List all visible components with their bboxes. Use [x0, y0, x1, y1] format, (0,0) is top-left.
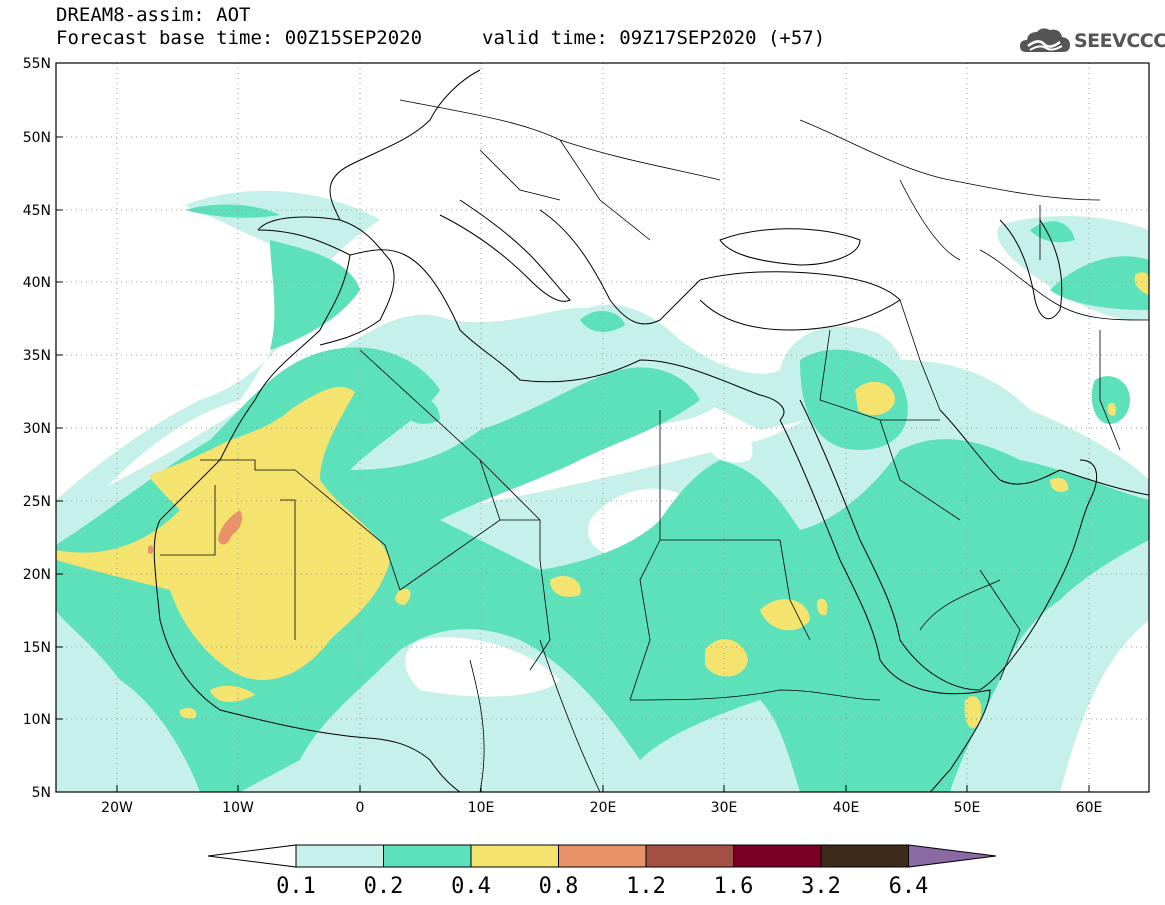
lon-label-10e: 10E [468, 800, 495, 816]
grid-lines [56, 63, 1149, 792]
colorbar-bin-0 [295, 844, 384, 868]
lat-label-30n: 30N [23, 421, 51, 437]
colorbar-bin-3 [558, 844, 647, 868]
lat-label-40n: 40N [23, 275, 51, 291]
lon-label-50e: 50E [954, 800, 981, 816]
lon-label-10w: 10W [222, 800, 254, 816]
cloud-icon [1020, 28, 1070, 52]
colorbar-label-4: 1.2 [626, 874, 666, 899]
lat-label-50n: 50N [23, 130, 51, 146]
colorbar-label-7: 6.4 [889, 874, 929, 899]
colorbar-bin-6 [820, 844, 909, 868]
lon-axis: 20W 10W 0 10E 20E 30E 40E 50E 60E [101, 800, 1102, 816]
lon-label-60e: 60E [1076, 800, 1103, 816]
colorbar-labels: 0.1 0.2 0.4 0.8 1.2 1.6 3.2 6.4 [276, 874, 928, 899]
lon-label-30e: 30E [711, 800, 738, 816]
colorbar-arrow-high [908, 844, 997, 868]
borders [160, 99, 1149, 792]
colorbar-label-6: 3.2 [801, 874, 841, 899]
map-title: DREAM8-assim: AOT [56, 4, 251, 26]
colorbar-label-3: 0.8 [539, 874, 579, 899]
colorbar-bin-4 [645, 844, 734, 868]
forecast-base-time: Forecast base time: 00Z15SEP2020 [56, 27, 423, 49]
tick-marks [56, 62, 1090, 793]
colorbar-bin-5 [733, 844, 822, 868]
colorbar-label-0: 0.1 [276, 874, 316, 899]
lat-label-55n: 55N [23, 56, 51, 72]
logo-text: SEEVCCC [1074, 30, 1165, 52]
colorbar-bin-2 [470, 844, 559, 868]
lat-label-35n: 35N [23, 348, 51, 364]
lon-label-20e: 20E [590, 800, 617, 816]
lat-label-10n: 10N [23, 712, 51, 728]
lat-axis: 55N 50N 45N 40N 35N 30N 25N 20N 15N 10N … [23, 56, 51, 801]
valid-time: valid time: 09Z17SEP2020 (+57) [482, 27, 826, 49]
colorbar-label-1: 0.2 [364, 874, 404, 899]
lat-label-45n: 45N [23, 203, 51, 219]
coastlines [153, 69, 1149, 792]
lat-label-20n: 20N [23, 567, 51, 583]
colorbar [207, 844, 997, 868]
colorbar-label-2: 0.4 [451, 874, 491, 899]
seevccc-logo: SEEVCCC [1018, 24, 1165, 58]
lat-label-15n: 15N [23, 640, 51, 656]
colorbar-arrow-low [207, 844, 297, 868]
lon-label-20w: 20W [101, 800, 133, 816]
aot-shading [56, 190, 1149, 792]
colorbar-label-5: 1.6 [714, 874, 754, 899]
lon-label-40e: 40E [833, 800, 860, 816]
lon-label-0: 0 [356, 800, 365, 816]
colorbar-bin-1 [383, 844, 472, 868]
lat-label-5n: 5N [32, 785, 51, 801]
lat-label-25n: 25N [23, 494, 51, 510]
